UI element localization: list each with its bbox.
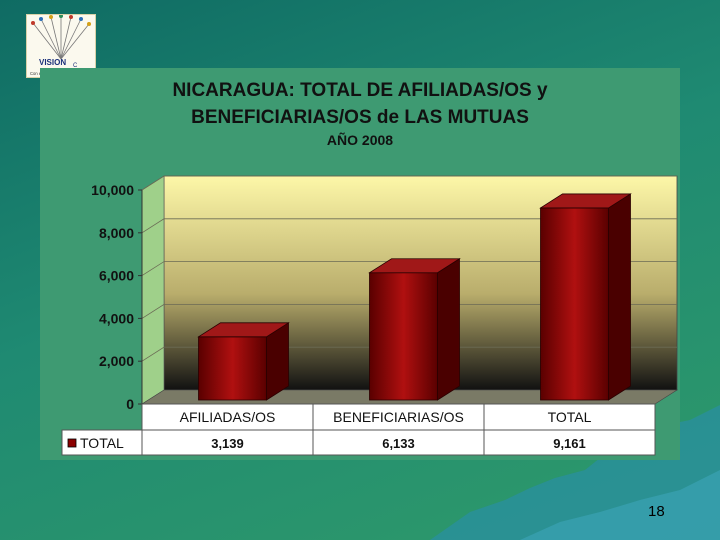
bar-total: [540, 207, 609, 401]
y-tick-label: 4,000: [99, 310, 134, 326]
gridline: [141, 303, 677, 319]
gridline: [141, 218, 677, 234]
y-tick-label: 2,000: [99, 353, 134, 369]
logo-text: VISION: [39, 58, 66, 67]
gridline: [141, 175, 677, 191]
chart-title-line-1: NICARAGUA: TOTAL DE AFILIADAS/OS y: [172, 80, 548, 101]
bar-top: [368, 258, 461, 274]
data-label: 3,139: [211, 436, 244, 451]
y-tick-label: 8,000: [99, 225, 134, 241]
y-tick-label: 10,000: [91, 182, 134, 198]
data-label: 6,133: [382, 436, 415, 451]
table-data-row: [61, 429, 656, 456]
chart-bars: [197, 193, 632, 401]
gridline: [141, 346, 677, 362]
bar-top: [197, 322, 290, 338]
bar-top: [539, 193, 632, 209]
vision-logo: VISION C Con excelencia al éxito: [26, 14, 96, 78]
category-label: AFILIADAS/OS: [180, 409, 276, 425]
chart-side-wall: [141, 175, 165, 405]
bar-side: [437, 258, 460, 401]
legend-swatch: [67, 438, 77, 448]
bar-side: [608, 193, 631, 401]
chart-subtitle: AÑO 2008: [326, 132, 394, 148]
chart-title-line-2: BENEFICIARIAS/OS de LAS MUTUAS: [191, 107, 529, 128]
page-number: 18: [648, 503, 665, 520]
bar-beneficiarias-os: [369, 272, 438, 401]
logo-badge: C: [73, 63, 78, 69]
y-tick-label: 6,000: [99, 268, 134, 284]
legend-label: TOTAL: [80, 435, 124, 451]
data-label: 9,161: [553, 436, 586, 451]
category-label: TOTAL: [548, 409, 592, 425]
y-tick-label: 0: [126, 396, 134, 412]
chart-data-table: AFILIADAS/OS BENEFICIARIAS/OS TOTAL 3,139 6,…: [61, 403, 656, 456]
bar-afiliadas-os: [198, 336, 267, 401]
category-label: BENEFICIARIAS/OS: [333, 409, 464, 425]
gridline: [141, 261, 677, 276]
